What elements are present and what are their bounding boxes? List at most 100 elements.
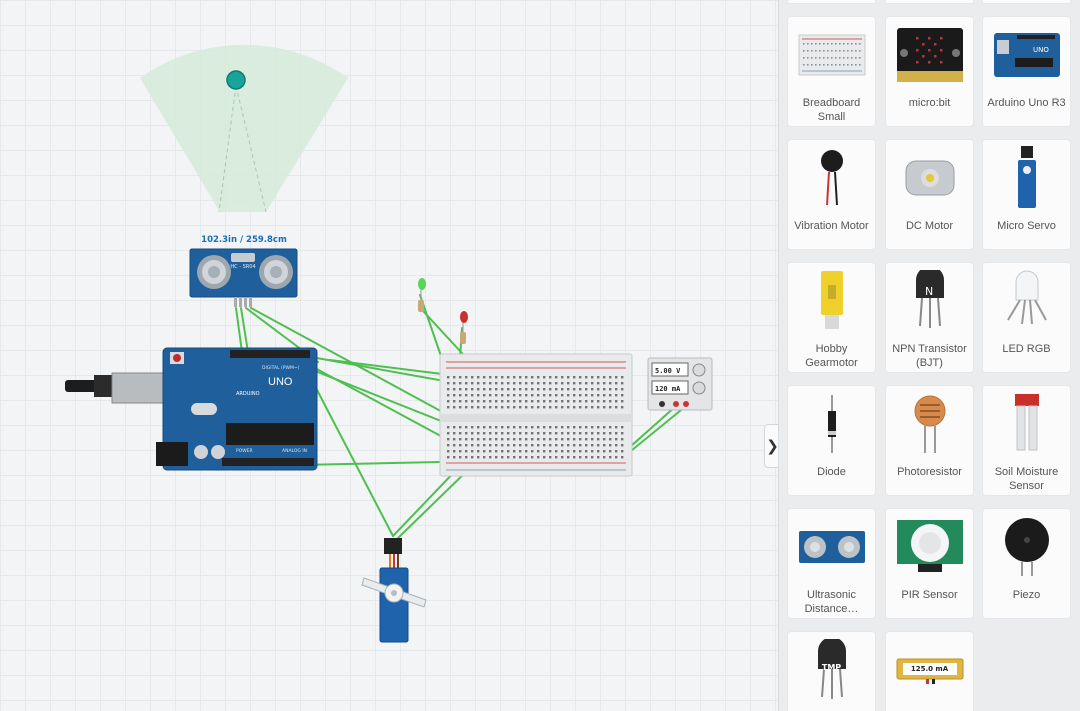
breadboard-hole[interactable] [579,400,582,403]
breadboard-hole[interactable] [495,432,498,435]
breadboard-hole[interactable] [483,456,486,459]
breadboard-hole[interactable] [501,432,504,435]
breadboard-hole[interactable] [477,444,480,447]
breadboard-hole[interactable] [603,388,606,391]
breadboard-hole[interactable] [561,426,564,429]
breadboard-hole[interactable] [459,426,462,429]
breadboard-hole[interactable] [465,400,468,403]
breadboard-hole[interactable] [579,376,582,379]
breadboard-hole[interactable] [561,388,564,391]
breadboard-hole[interactable] [615,406,618,409]
breadboard-hole[interactable] [549,456,552,459]
breadboard-hole[interactable] [573,388,576,391]
breadboard-hole[interactable] [555,406,558,409]
breadboard-hole[interactable] [555,394,558,397]
breadboard-hole[interactable] [579,438,582,441]
breadboard-hole[interactable] [513,444,516,447]
breadboard-hole[interactable] [561,432,564,435]
breadboard-hole[interactable] [567,426,570,429]
breadboard-hole[interactable] [615,456,618,459]
breadboard-hole[interactable] [525,406,528,409]
breadboard-hole[interactable] [531,394,534,397]
breadboard-hole[interactable] [549,426,552,429]
breadboard-hole[interactable] [483,382,486,385]
breadboard-hole[interactable] [447,406,450,409]
breadboard-hole[interactable] [465,406,468,409]
component-tile-led-rgb[interactable]: LED RGB [983,263,1070,372]
breadboard-hole[interactable] [525,444,528,447]
breadboard-hole[interactable] [459,382,462,385]
component-tile-microbit[interactable]: micro:bit [886,17,973,126]
breadboard-hole[interactable] [585,394,588,397]
breadboard-hole[interactable] [543,400,546,403]
breadboard-hole[interactable] [603,438,606,441]
breadboard-hole[interactable] [537,426,540,429]
breadboard-hole[interactable] [615,394,618,397]
breadboard-hole[interactable] [489,376,492,379]
breadboard-hole[interactable] [501,388,504,391]
breadboard-hole[interactable] [453,406,456,409]
breadboard-hole[interactable] [621,444,624,447]
breadboard-hole[interactable] [537,400,540,403]
breadboard-hole[interactable] [483,394,486,397]
breadboard-hole[interactable] [549,394,552,397]
breadboard-hole[interactable] [609,432,612,435]
breadboard-hole[interactable] [519,376,522,379]
component-tile-npn-transistor[interactable]: N NPN Transistor (BJT) [886,263,973,372]
breadboard-hole[interactable] [507,444,510,447]
arduino-uno-board[interactable]: UNO ARDUINO DIGITAL (PWM~) POWER ANALOG … [65,347,318,471]
component-tile-diode[interactable]: Diode [788,386,875,495]
breadboard-hole[interactable] [513,406,516,409]
breadboard-hole[interactable] [519,438,522,441]
breadboard-hole[interactable] [579,382,582,385]
breadboard-hole[interactable] [447,426,450,429]
breadboard-hole[interactable] [477,376,480,379]
breadboard-hole[interactable] [579,406,582,409]
breadboard-hole[interactable] [459,388,462,391]
breadboard-hole[interactable] [621,376,624,379]
breadboard-hole[interactable] [519,432,522,435]
breadboard-hole[interactable] [573,432,576,435]
breadboard-hole[interactable] [501,444,504,447]
breadboard-hole[interactable] [495,400,498,403]
breadboard-hole[interactable] [501,456,504,459]
breadboard-hole[interactable] [519,450,522,453]
breadboard-hole[interactable] [609,426,612,429]
breadboard-hole[interactable] [525,400,528,403]
breadboard-hole[interactable] [597,394,600,397]
green-led[interactable] [418,278,426,312]
breadboard-hole[interactable] [483,400,486,403]
breadboard-hole[interactable] [525,394,528,397]
breadboard-hole[interactable] [615,376,618,379]
ultrasonic-sensor[interactable]: HC - SR04 [189,248,298,307]
breadboard-hole[interactable] [603,450,606,453]
breadboard-hole[interactable] [573,406,576,409]
breadboard-hole[interactable] [555,432,558,435]
breadboard-hole[interactable] [477,432,480,435]
breadboard-hole[interactable] [477,450,480,453]
breadboard-hole[interactable] [573,426,576,429]
breadboard-hole[interactable] [483,406,486,409]
breadboard-hole[interactable] [621,388,624,391]
breadboard-hole[interactable] [597,432,600,435]
breadboard-hole[interactable] [495,406,498,409]
breadboard-hole[interactable] [507,450,510,453]
breadboard-hole[interactable] [447,376,450,379]
breadboard-hole[interactable] [525,388,528,391]
component-tile-ammeter[interactable]: 125.0 mA [886,632,973,711]
breadboard-hole[interactable] [477,382,480,385]
breadboard-hole[interactable] [621,382,624,385]
breadboard-hole[interactable] [621,400,624,403]
breadboard-hole[interactable] [513,426,516,429]
breadboard-hole[interactable] [471,432,474,435]
breadboard-hole[interactable] [615,432,618,435]
breadboard-hole[interactable] [555,382,558,385]
breadboard-hole[interactable] [567,376,570,379]
breadboard-hole[interactable] [567,394,570,397]
breadboard-hole[interactable] [555,388,558,391]
breadboard-hole[interactable] [453,388,456,391]
breadboard-hole[interactable] [567,432,570,435]
breadboard-hole[interactable] [597,438,600,441]
breadboard-hole[interactable] [459,432,462,435]
breadboard-hole[interactable] [453,376,456,379]
